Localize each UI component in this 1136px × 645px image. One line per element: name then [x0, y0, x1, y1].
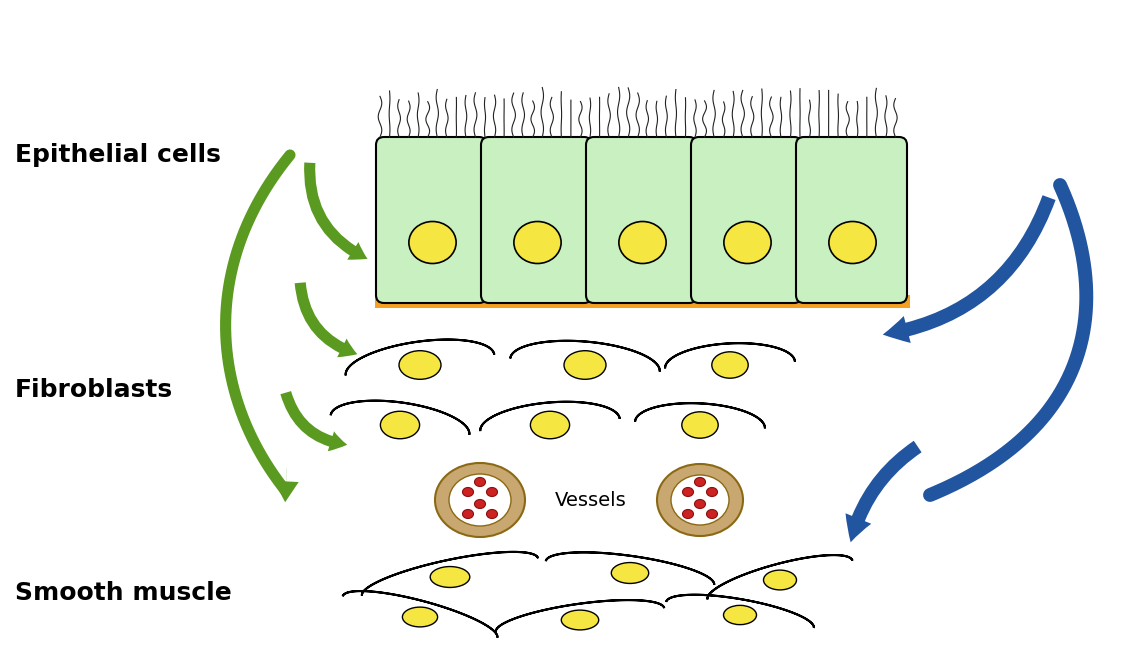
Ellipse shape: [563, 351, 605, 379]
FancyArrowPatch shape: [304, 163, 367, 260]
Ellipse shape: [431, 566, 470, 588]
Bar: [375, 295, 910, 308]
Polygon shape: [666, 595, 813, 628]
Ellipse shape: [531, 412, 569, 439]
Polygon shape: [665, 343, 795, 368]
Polygon shape: [635, 403, 765, 428]
FancyBboxPatch shape: [376, 137, 487, 303]
Ellipse shape: [611, 562, 649, 584]
Ellipse shape: [462, 510, 474, 519]
Ellipse shape: [829, 221, 876, 264]
Ellipse shape: [724, 606, 757, 624]
Text: Fibroblasts: Fibroblasts: [15, 378, 173, 402]
Ellipse shape: [683, 510, 693, 519]
Text: Smooth muscle: Smooth muscle: [15, 581, 232, 605]
FancyBboxPatch shape: [481, 137, 592, 303]
Polygon shape: [481, 402, 620, 431]
FancyArrowPatch shape: [281, 391, 348, 452]
Polygon shape: [343, 591, 498, 638]
Ellipse shape: [694, 499, 705, 508]
Polygon shape: [495, 600, 665, 632]
Polygon shape: [708, 555, 852, 599]
FancyBboxPatch shape: [586, 137, 698, 303]
Ellipse shape: [486, 488, 498, 497]
FancyBboxPatch shape: [796, 137, 907, 303]
Ellipse shape: [712, 352, 749, 378]
Ellipse shape: [763, 570, 796, 590]
Ellipse shape: [475, 477, 485, 486]
Ellipse shape: [694, 477, 705, 486]
Ellipse shape: [619, 221, 666, 264]
Ellipse shape: [657, 464, 743, 536]
Ellipse shape: [707, 488, 718, 497]
Ellipse shape: [513, 221, 561, 264]
Polygon shape: [362, 552, 538, 596]
Text: Vessels: Vessels: [556, 490, 627, 510]
Ellipse shape: [381, 412, 419, 439]
FancyArrowPatch shape: [883, 195, 1055, 343]
FancyArrowPatch shape: [845, 441, 921, 542]
Ellipse shape: [399, 351, 441, 379]
Ellipse shape: [683, 488, 693, 497]
Ellipse shape: [682, 412, 718, 438]
Polygon shape: [510, 341, 660, 372]
FancyArrowPatch shape: [274, 468, 299, 502]
Polygon shape: [345, 339, 494, 375]
Ellipse shape: [449, 474, 511, 526]
Ellipse shape: [486, 510, 498, 519]
Polygon shape: [545, 552, 715, 585]
Polygon shape: [331, 401, 469, 435]
Ellipse shape: [561, 610, 599, 630]
Ellipse shape: [402, 607, 437, 627]
Ellipse shape: [724, 221, 771, 264]
Text: Epithelial cells: Epithelial cells: [15, 143, 220, 167]
Ellipse shape: [462, 488, 474, 497]
Ellipse shape: [435, 463, 525, 537]
FancyBboxPatch shape: [691, 137, 802, 303]
Ellipse shape: [475, 499, 485, 508]
Ellipse shape: [707, 510, 718, 519]
Ellipse shape: [671, 475, 729, 525]
Ellipse shape: [409, 221, 457, 264]
FancyArrowPatch shape: [294, 283, 358, 357]
